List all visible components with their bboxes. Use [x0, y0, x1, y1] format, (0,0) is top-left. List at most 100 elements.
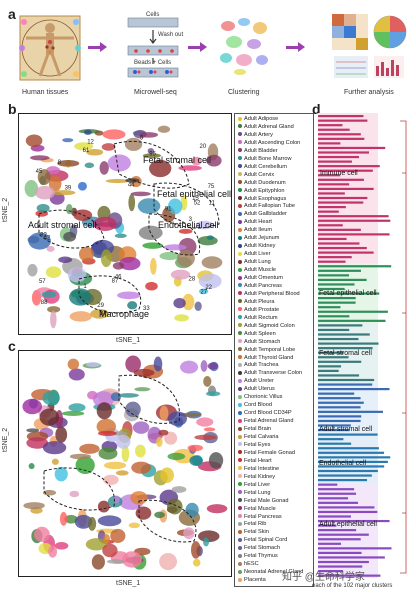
cluster-bar	[318, 137, 365, 140]
cluster-blob	[105, 178, 130, 184]
flow-arrow-head	[200, 42, 207, 52]
cluster-blob	[115, 470, 129, 476]
legend-swatch	[238, 402, 242, 407]
cluster-bar	[318, 529, 357, 532]
cluster-bar	[318, 551, 362, 554]
cluster-bar	[318, 501, 359, 504]
cluster-bar	[318, 310, 388, 313]
legend-item: Chorionic Villus	[238, 394, 282, 401]
cluster-blob	[102, 129, 126, 140]
cluster-bar	[318, 201, 364, 204]
legend-label: Fetal Eyes	[244, 441, 271, 448]
legend-label: Fetal Female Gonad	[244, 449, 295, 456]
clustering-thumbnail	[214, 12, 274, 78]
tsne-plot-b: 28 75 22 44 88 12 15 1 20 39 11 45 3 37 57 8 27 61 46 52 82 4…	[18, 113, 232, 335]
legend-swatch	[238, 545, 242, 550]
panel-c-letter: c	[8, 338, 16, 354]
cluster-blob	[187, 444, 204, 452]
cluster-blob	[97, 430, 117, 437]
cluster-bar	[318, 488, 355, 491]
legend-label: Adult Ileum	[244, 227, 272, 234]
cluster-bar	[318, 142, 341, 145]
cluster-bar	[318, 283, 355, 286]
cluster-blob	[24, 179, 39, 198]
cluster-number: 44	[128, 183, 135, 189]
cluster-blob	[116, 434, 131, 449]
cluster-bar	[318, 374, 360, 377]
legend-item: Fetal Pancreas	[238, 514, 282, 521]
group-label-endothelial: Endothelial cell	[319, 460, 367, 467]
cluster-blob	[125, 178, 140, 183]
cluster-bar	[318, 474, 372, 477]
legend-swatch	[238, 498, 242, 503]
cluster-bar	[318, 192, 345, 195]
legend-swatch	[238, 490, 242, 495]
cluster-number: 20	[200, 144, 207, 150]
cluster-blob	[62, 138, 74, 143]
cluster-number: 75	[208, 184, 215, 190]
legend-swatch	[238, 307, 242, 312]
cluster-blob	[203, 427, 216, 432]
cluster-blob	[23, 502, 45, 510]
step-further-analysis: Further analysis	[344, 89, 394, 96]
legend-label: Adult Bone Marrow	[244, 155, 292, 162]
cluster-blob	[54, 466, 68, 482]
cluster-blob	[135, 444, 146, 458]
cluster-blob	[50, 310, 57, 329]
legend-label: Fetal Heart	[244, 457, 272, 464]
cluster-blob	[159, 553, 178, 571]
cluster-number: 91	[165, 207, 172, 213]
legend-label: Fetal Rib	[244, 521, 267, 528]
cluster-blob	[167, 452, 186, 461]
cluster-blob	[54, 542, 69, 550]
cluster-blob	[142, 242, 164, 249]
legend-item: Adult Artery	[238, 132, 273, 139]
legend-label: Adult Trachea	[244, 362, 279, 369]
legend-swatch	[238, 347, 242, 352]
legend-swatch	[238, 267, 242, 272]
legend-swatch	[238, 553, 242, 558]
legend-label: Cord Blood CD34P	[244, 410, 292, 417]
legend-item: Adult Pleura	[238, 299, 274, 306]
panel-d-letter: d	[312, 101, 321, 117]
cluster-blob	[133, 368, 155, 377]
cluster-bar	[318, 433, 378, 436]
legend-swatch	[238, 243, 242, 248]
cluster-bar	[318, 451, 385, 454]
cluster-bar	[318, 246, 367, 250]
legend-item: Adult Sigmoid Colon	[238, 323, 295, 330]
cluster-blob	[100, 249, 112, 268]
cluster-outline	[148, 213, 201, 256]
legend-item: Fetal Skin	[238, 529, 269, 536]
cluster-bar	[318, 547, 392, 550]
legend-label: Adult Pancreas	[244, 282, 282, 289]
cluster-label-endothelial: Endothelial cell	[158, 220, 219, 230]
legend-label: Fetal Brain	[244, 426, 272, 433]
cluster-blob	[139, 132, 158, 138]
legend-swatch	[238, 140, 242, 145]
cluster-bar	[318, 388, 390, 391]
cluster-bar	[318, 169, 373, 172]
legend-item: Adult Transverse Colon	[238, 370, 302, 377]
cluster-blob	[97, 515, 122, 527]
cluster-blob	[156, 436, 163, 448]
cluster-blob	[182, 293, 195, 311]
cluster-blob	[68, 368, 85, 381]
cluster-bar	[318, 360, 362, 363]
cluster-bar	[318, 383, 373, 386]
cluster-blob	[128, 194, 136, 212]
legend-label: Adult Spleen	[244, 330, 276, 337]
cluster-blob	[203, 537, 210, 547]
legend-label: Adult Artery	[244, 131, 273, 138]
legend-swatch	[238, 148, 242, 153]
legend-label: hESC	[244, 561, 259, 568]
cluster-blob	[59, 511, 68, 526]
cluster-blob	[167, 498, 183, 515]
cluster-bar	[318, 337, 359, 341]
cluster-blob	[121, 444, 130, 463]
cluster-bar	[318, 442, 352, 445]
legend-swatch	[238, 188, 242, 193]
cluster-blob	[87, 516, 97, 531]
cluster-bar	[318, 356, 349, 359]
cluster-bar	[318, 365, 342, 368]
